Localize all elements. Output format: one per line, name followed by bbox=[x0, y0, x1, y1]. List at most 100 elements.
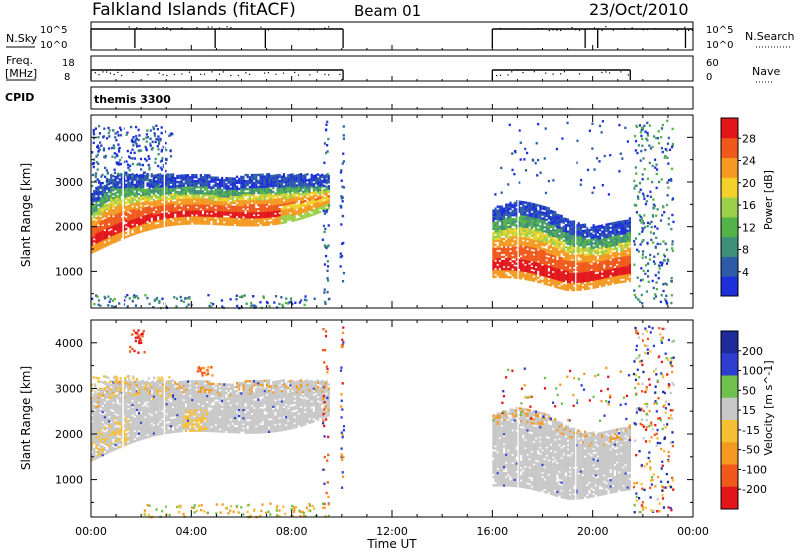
echo-cell bbox=[97, 189, 100, 193]
echo-cell bbox=[174, 221, 177, 224]
echo-cell bbox=[543, 214, 546, 217]
echo-cell bbox=[534, 203, 538, 207]
echo-cell bbox=[139, 163, 142, 167]
echo-cell bbox=[231, 189, 234, 192]
echo-cell bbox=[554, 217, 557, 220]
echo-cell bbox=[172, 215, 175, 218]
echo-cell bbox=[119, 134, 123, 137]
echo-cell bbox=[515, 236, 518, 239]
echo-cell bbox=[513, 214, 516, 217]
echo-cell bbox=[517, 270, 521, 274]
echo-cell bbox=[618, 240, 621, 244]
echo-cell bbox=[167, 173, 170, 177]
echo-cell bbox=[257, 224, 260, 227]
echo-cell bbox=[242, 183, 245, 187]
echo-cell bbox=[539, 259, 542, 262]
echo-cell bbox=[507, 231, 510, 235]
echo-cell bbox=[515, 230, 518, 233]
echo-cell bbox=[609, 240, 612, 244]
echo-cell bbox=[528, 260, 531, 263]
echo-cell bbox=[197, 186, 200, 189]
echo-cell bbox=[494, 261, 497, 265]
echo-cell bbox=[250, 191, 254, 195]
echo-cell bbox=[291, 195, 294, 198]
echo-cell bbox=[180, 212, 183, 216]
echo-cell bbox=[547, 209, 550, 212]
echo-cell bbox=[204, 216, 207, 219]
echo-cell bbox=[108, 129, 111, 132]
echo-cell bbox=[201, 214, 205, 217]
echo-cell bbox=[154, 190, 158, 193]
echo-cell bbox=[562, 251, 565, 254]
echo-cell bbox=[513, 230, 516, 233]
echo-cell bbox=[161, 178, 164, 182]
echo-cell bbox=[285, 194, 288, 198]
echo-cell bbox=[101, 211, 104, 215]
echo-cell bbox=[537, 214, 540, 217]
echo-cell bbox=[522, 257, 525, 260]
echo-cell bbox=[276, 180, 279, 183]
echo-cell bbox=[169, 193, 173, 197]
echo-cell bbox=[231, 199, 234, 202]
echo-cell bbox=[142, 191, 145, 195]
echo-cell bbox=[299, 215, 303, 218]
echo-cell bbox=[541, 237, 544, 240]
echo-cell bbox=[496, 239, 499, 243]
echo-cell bbox=[509, 225, 512, 229]
echo-cell bbox=[528, 214, 531, 217]
echo-cell bbox=[586, 259, 589, 262]
echo-cell bbox=[306, 201, 309, 204]
echo-cell bbox=[312, 184, 315, 188]
echo-cell bbox=[496, 271, 499, 275]
echo-cell bbox=[157, 173, 160, 177]
echo-cell bbox=[596, 235, 600, 238]
echo-cell bbox=[319, 198, 322, 202]
echo-cell bbox=[96, 168, 99, 171]
echo-cell bbox=[235, 179, 239, 183]
echo-cell bbox=[191, 198, 194, 201]
echo-cell bbox=[159, 191, 162, 194]
echo-cell bbox=[184, 210, 188, 213]
echo-cell bbox=[233, 211, 237, 215]
echo-cell bbox=[299, 177, 303, 180]
echo-cell bbox=[122, 184, 126, 187]
echo-cell bbox=[581, 231, 585, 235]
echo-cell bbox=[267, 199, 271, 202]
echo-cell bbox=[564, 260, 568, 263]
echo-cell bbox=[609, 246, 612, 250]
echo-cell bbox=[624, 231, 627, 235]
echo-cell bbox=[99, 225, 102, 228]
echo-cell bbox=[197, 208, 200, 211]
echo-cell bbox=[500, 263, 504, 267]
echo-cell bbox=[182, 216, 185, 219]
echo-cell bbox=[291, 207, 294, 210]
echo-cell bbox=[267, 185, 271, 188]
echo-cell bbox=[261, 201, 264, 205]
echo-cell bbox=[274, 182, 277, 185]
echo-cell bbox=[184, 188, 188, 191]
echo-cell bbox=[502, 245, 506, 249]
echo-cell bbox=[569, 224, 572, 227]
echo-cell bbox=[302, 178, 305, 181]
echo-cell bbox=[206, 218, 209, 221]
echo-cell bbox=[133, 157, 137, 160]
echo-cell bbox=[159, 181, 162, 184]
echo-cell bbox=[562, 283, 565, 287]
echo-cell bbox=[122, 226, 126, 230]
echo-cell bbox=[293, 180, 296, 184]
param-dot bbox=[147, 74, 149, 76]
param-dot bbox=[267, 29, 270, 31]
echo-cell bbox=[142, 137, 145, 141]
echo-cell bbox=[528, 240, 531, 243]
echo-cell bbox=[579, 248, 582, 251]
echo-cell bbox=[622, 260, 625, 263]
echo-cell bbox=[517, 264, 521, 268]
echo-cell bbox=[160, 148, 164, 152]
echo-cell bbox=[549, 256, 553, 259]
echo-cell bbox=[312, 193, 315, 196]
echo-cell bbox=[176, 223, 179, 226]
echo-cell bbox=[280, 179, 283, 182]
echo-cell bbox=[246, 175, 249, 179]
echo-cell bbox=[530, 218, 533, 222]
echo-cell bbox=[212, 176, 215, 179]
